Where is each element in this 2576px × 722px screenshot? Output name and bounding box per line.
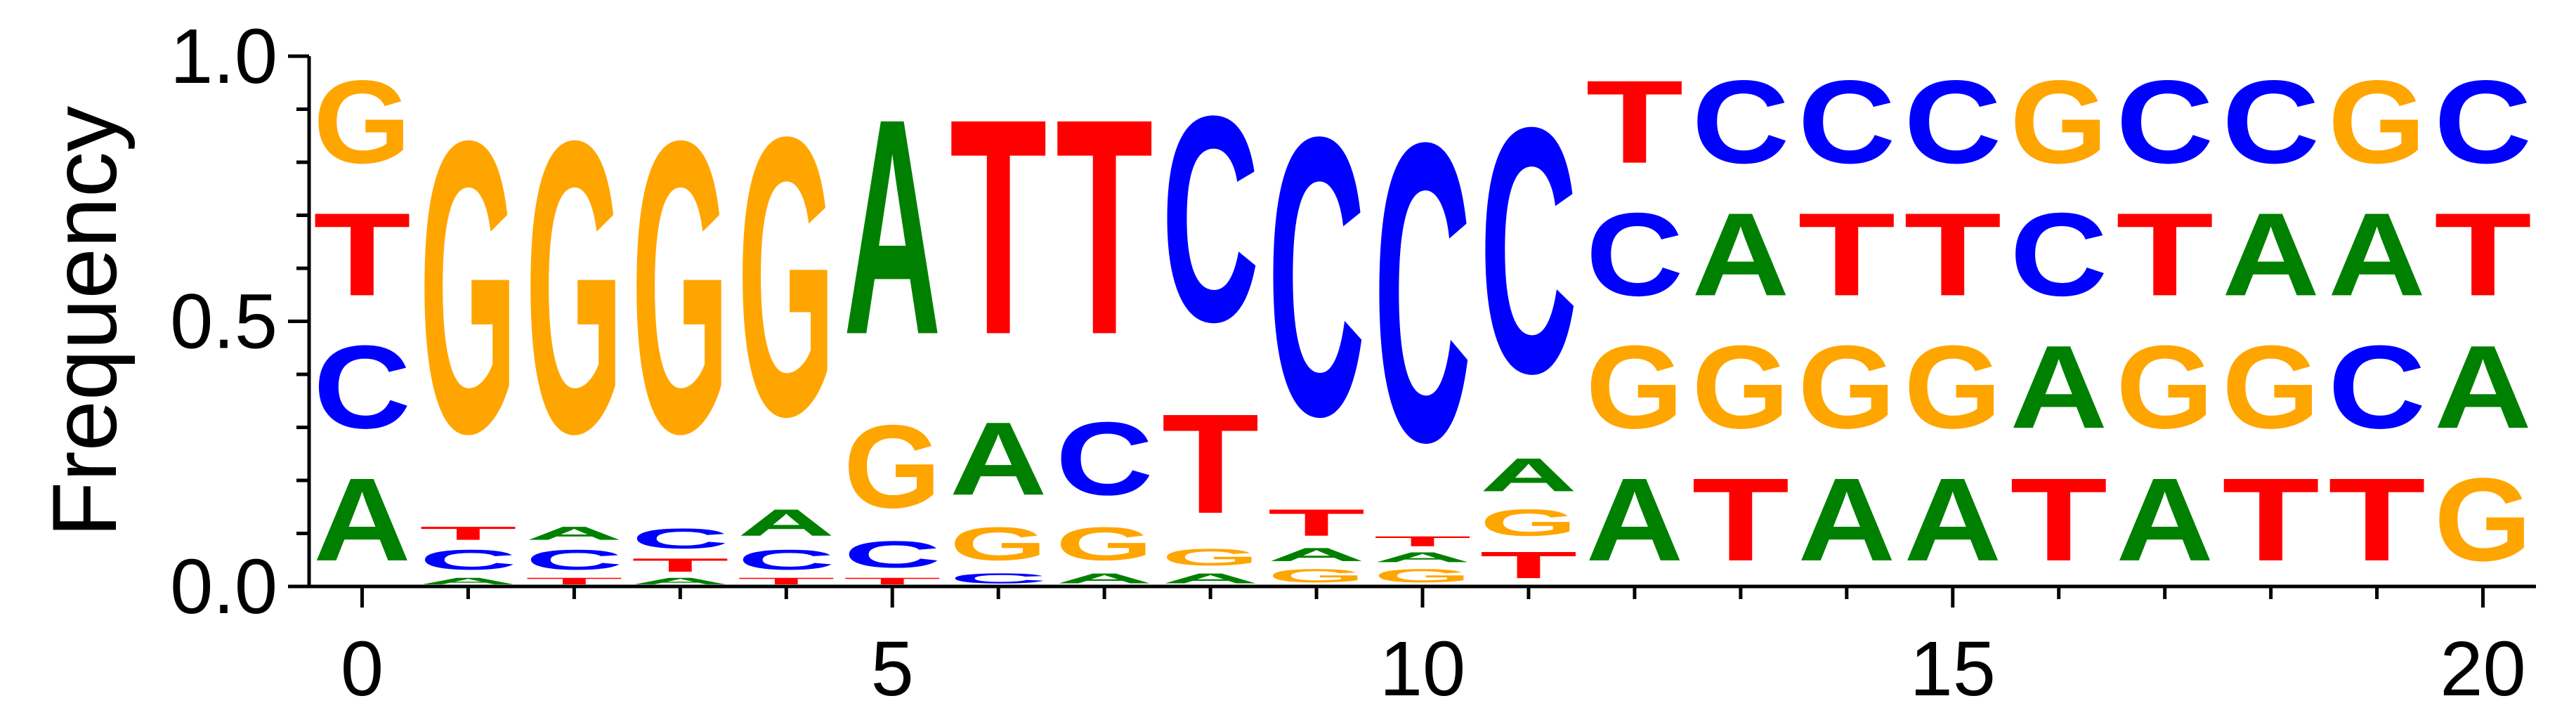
logo-letter-C-pos-16: C — [2010, 188, 2107, 320]
logo-letter-C-pos-1: C — [419, 544, 517, 576]
logo-letter-A-pos-13: A — [1692, 188, 1789, 320]
logo-letter-T-pos-13: T — [1692, 454, 1789, 586]
logo-letter-T-pos-15: T — [1904, 189, 2001, 321]
logo-letter-G-pos-4: G — [738, 54, 835, 499]
logo-letter-C-pos-14: C — [1798, 56, 1895, 188]
logo-letter-T-pos-9: T — [1268, 501, 1366, 544]
logo-letter-T-pos-8: T — [1162, 384, 1260, 544]
logo-letter-G-pos-7: G — [1056, 518, 1153, 570]
x-tick-label: 5 — [871, 626, 914, 712]
logo-letter-A-pos-2: A — [525, 523, 623, 544]
logo-letter-G-pos-17: G — [2116, 321, 2214, 453]
logo-letter-G-pos-3: G — [632, 53, 729, 520]
logo-letter-A-pos-3: A — [632, 576, 729, 586]
logo-letter-C-pos-11: C — [1480, 55, 1578, 447]
logo-letter-G-pos-2: G — [525, 53, 623, 520]
logo-letter-C-pos-4: C — [738, 544, 835, 576]
logo-letter-A-pos-17: A — [2116, 454, 2214, 586]
logo-letter-C-pos-5: C — [844, 533, 941, 575]
logo-letter-T-pos-11: T — [1480, 544, 1578, 586]
logo-letter-G-pos-11: G — [1480, 501, 1578, 544]
logo-letter-C-pos-8: C — [1162, 55, 1260, 382]
logo-letter-C-pos-18: C — [2222, 56, 2320, 188]
logo-letter-T-pos-6: T — [950, 55, 1047, 399]
logo-letter-C-pos-10: C — [1374, 55, 1472, 531]
x-tick-label: 10 — [1380, 626, 1465, 712]
logo-letter-C-pos-20: C — [2434, 56, 2532, 188]
logo-letter-A-pos-0: A — [313, 454, 411, 586]
logo-letter-C-pos-2: C — [525, 544, 623, 576]
logo-letter-A-pos-16: A — [2010, 321, 2107, 453]
logo-letter-C-pos-13: C — [1692, 56, 1789, 188]
logo-letter-A-pos-8: A — [1162, 570, 1260, 586]
logo-letter-A-pos-18: A — [2222, 188, 2320, 320]
logo-letter-G-pos-20: G — [2434, 454, 2532, 586]
logo-letter-C-pos-0: C — [313, 321, 411, 453]
logo-letter-A-pos-10: A — [1374, 549, 1472, 565]
logo-letter-G-pos-1: G — [419, 53, 517, 520]
logo-letter-G-pos-10: G — [1374, 565, 1472, 586]
logo-letter-A-pos-5: A — [844, 55, 941, 399]
logo-letter-A-pos-12: A — [1586, 454, 1683, 586]
logo-letter-A-pos-15: A — [1904, 454, 2001, 586]
logo-letter-G-pos-5: G — [844, 400, 941, 532]
logo-letter-G-pos-18: G — [2222, 321, 2320, 453]
logo-letter-C-pos-3: C — [632, 523, 729, 554]
logo-letter-T-pos-1: T — [419, 523, 517, 544]
logo-letter-A-pos-19: A — [2328, 188, 2426, 320]
logo-letter-C-pos-19: C — [2328, 321, 2426, 453]
logo-letter-A-pos-11: A — [1480, 449, 1578, 501]
logo-letter-G-pos-13: G — [1692, 321, 1789, 453]
x-tick-label: 15 — [1910, 626, 1996, 712]
logo-letter-A-pos-20: A — [2434, 321, 2532, 453]
logo-letter-C-pos-9: C — [1268, 54, 1366, 499]
logo-letter-T-pos-12: T — [1586, 56, 1683, 188]
logo-letter-G-pos-12: G — [1586, 321, 1683, 453]
logo-letter-G-pos-16: G — [2010, 55, 2107, 188]
y-axis-title: Frequency — [33, 106, 136, 537]
logo-letter-A-pos-6: A — [950, 401, 1047, 517]
logo-letter-A-pos-7: A — [1056, 570, 1153, 586]
logo-letter-A-pos-1: A — [419, 576, 517, 586]
logo-letter-T-pos-2: T — [525, 576, 623, 586]
logo-letter-T-pos-5: T — [844, 576, 941, 586]
y-tick-label: 1.0 — [170, 13, 277, 100]
logo-letter-C-pos-15: C — [1904, 56, 2001, 188]
logo-letter-G-pos-14: G — [1798, 321, 1895, 453]
logo-letter-T-pos-3: T — [632, 555, 729, 576]
y-tick-label: 0.5 — [170, 279, 277, 365]
logo-letter-G-pos-0: G — [313, 55, 411, 188]
logo-letter-G-pos-6: G — [950, 518, 1047, 570]
logo-letter-T-pos-18: T — [2222, 454, 2320, 586]
logo-letter-C-pos-6: C — [950, 570, 1047, 586]
logo-letter-A-pos-4: A — [738, 501, 835, 544]
logo-letter-G-pos-15: G — [1904, 321, 2001, 453]
logo-letter-T-pos-20: T — [2434, 189, 2532, 321]
logo-letter-A-pos-14: A — [1798, 454, 1895, 586]
axis-ticks: 0.0 0.5 1.0 0 5 10 15 20 — [170, 13, 2526, 712]
logo-letter-C-pos-7: C — [1056, 401, 1153, 517]
logo-letter-C-pos-17: C — [2116, 56, 2214, 188]
x-tick-label: 20 — [2440, 626, 2525, 712]
logo-letter-G-pos-19: G — [2328, 55, 2426, 188]
logo-letter-T-pos-14: T — [1798, 189, 1895, 321]
logo-letter-T-pos-0: T — [313, 189, 411, 321]
logo-letter-T-pos-17: T — [2116, 189, 2214, 321]
logo-letter-T-pos-16: T — [2010, 454, 2107, 586]
logo-letter-T-pos-19: T — [2328, 454, 2426, 586]
logo-letter-C-pos-12: C — [1586, 188, 1683, 320]
logo-letter-T-pos-4: T — [738, 576, 835, 586]
logo-letter-T-pos-7: T — [1056, 55, 1153, 399]
logo-glyphs: ACTGACTGTCAGATCGTCAGTCGACGATAGCTAGTCGATC… — [313, 53, 2532, 586]
logo-letter-G-pos-8: G — [1162, 544, 1260, 571]
y-tick-label: 0.0 — [170, 544, 277, 630]
logo-letter-T-pos-10: T — [1374, 534, 1472, 550]
x-tick-label: 0 — [341, 626, 384, 712]
logo-letter-A-pos-9: A — [1268, 544, 1366, 565]
logo-letter-G-pos-9: G — [1268, 565, 1366, 586]
